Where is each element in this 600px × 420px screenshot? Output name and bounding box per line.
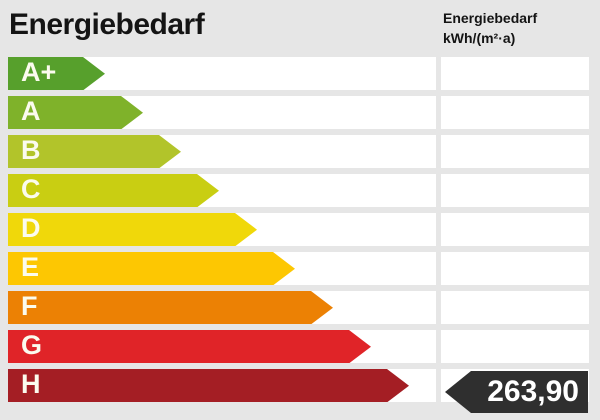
value-marker-text: 263,90 [487,375,579,408]
scale-row: F [8,291,589,325]
energy-band-bar: E [8,252,295,285]
energy-band-bar: D [8,213,257,246]
energy-band-label: D [21,213,41,244]
scale-row: A [8,96,589,130]
scale-row: E [8,252,589,286]
scale-row: A+ [8,57,589,91]
energy-band-label: C [21,174,41,205]
energy-band-label: G [21,330,43,361]
energy-band-label: H [21,369,41,400]
energy-band-label: A [21,96,41,127]
energy-band-label: A+ [21,57,57,88]
energy-band-bar: F [8,291,333,324]
unit-header: Energiebedarf kWh/(m²·a) [443,9,537,48]
energy-band-bar: C [8,174,219,207]
energy-band-bar: A+ [8,57,105,90]
energy-band-bar: A [8,96,143,129]
page-title: Energiebedarf [9,8,205,41]
energy-band-bar: G [8,330,371,363]
energy-band-bar: H [8,369,409,402]
energy-band-label: F [21,291,38,322]
energy-band-bar: B [8,135,181,168]
energy-band-label: B [21,135,41,166]
scale-row: D [8,213,589,247]
value-marker-tag: 263,90 [445,371,588,413]
column-divider [436,57,441,403]
unit-header-line2: kWh/(m²·a) [443,29,516,46]
scale-row: B [8,135,589,169]
unit-header-line1: Energiebedarf [443,10,538,26]
energy-band-label: E [21,252,40,283]
scale-row: C [8,174,589,208]
scale-row: G [8,330,589,364]
